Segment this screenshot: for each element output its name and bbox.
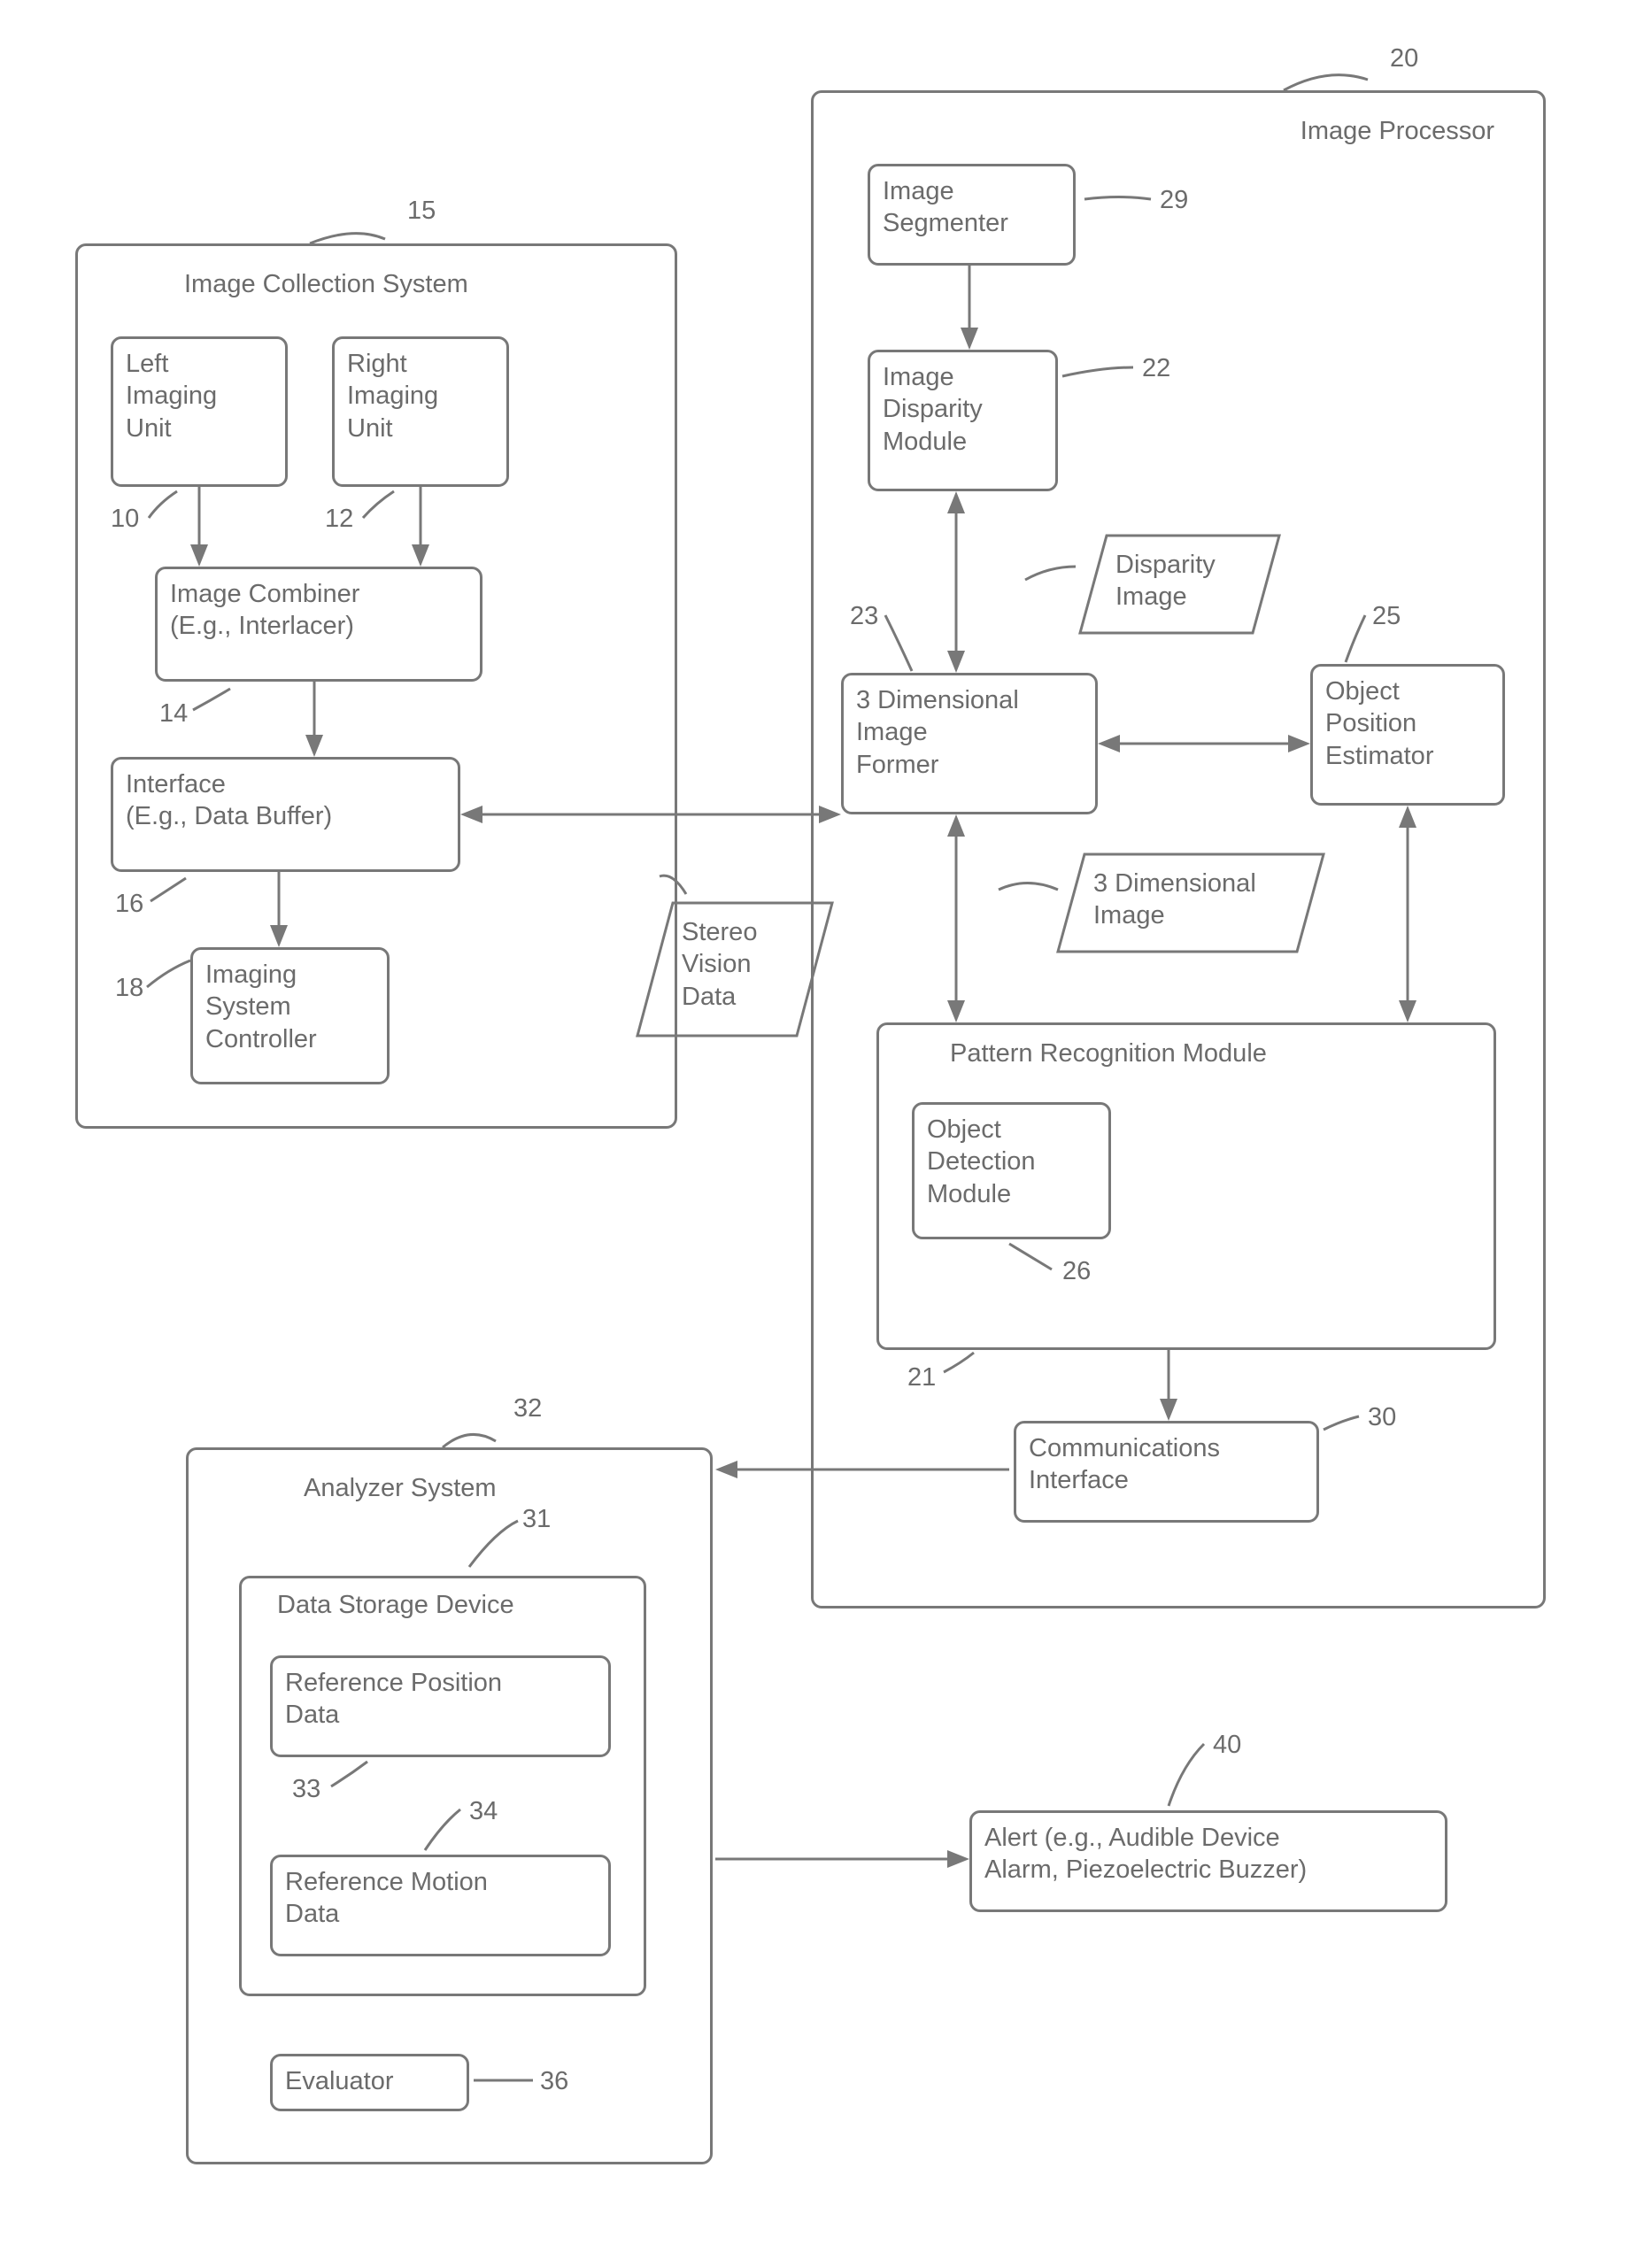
as-title: Analyzer System	[304, 1472, 497, 1504]
object-position-estimator: ObjectPositionEstimator	[1310, 664, 1505, 806]
ip-title: Image Processor	[1301, 115, 1494, 147]
odm-ref: 26	[1062, 1257, 1091, 1286]
interface-box: Interface(E.g., Data Buffer)	[111, 757, 460, 872]
alert-ref: 40	[1213, 1731, 1241, 1760]
left-imaging-unit: LeftImagingUnit	[111, 336, 288, 487]
estimator-ref: 25	[1372, 602, 1401, 631]
imaging-system-controller: ImagingSystemController	[190, 947, 390, 1084]
image-disparity-module: ImageDisparityModule	[868, 350, 1058, 491]
interface-ref: 16	[115, 890, 143, 919]
left-unit-ref: 10	[111, 505, 139, 534]
communications-interface: CommunicationsInterface	[1014, 1421, 1319, 1523]
prm-ref: 21	[907, 1363, 936, 1392]
disparity-ref: 22	[1142, 354, 1170, 383]
segmenter-ref: 29	[1160, 186, 1188, 215]
ics-ref: 15	[407, 197, 436, 226]
as-ref: 32	[513, 1394, 542, 1423]
three-d-image-former: 3 DimensionalImageFormer	[841, 673, 1098, 814]
former-ref: 23	[850, 602, 878, 631]
dimg-label: DisparityImage	[1115, 549, 1216, 613]
image-segmenter: ImageSegmenter	[868, 164, 1076, 266]
reference-position-data: Reference PositionData	[270, 1655, 611, 1757]
evaluator-ref: 36	[540, 2067, 568, 2096]
ip-ref: 20	[1390, 44, 1418, 73]
timg-label: 3 DimensionalImage	[1093, 868, 1256, 932]
is-ctrl-ref: 18	[115, 974, 143, 1003]
right-unit-ref: 12	[325, 505, 353, 534]
combiner-ref: 14	[159, 699, 188, 729]
dsd-ref: 31	[522, 1505, 551, 1534]
alert-box: Alert (e.g., Audible DeviceAlarm, Piezoe…	[969, 1810, 1447, 1912]
rmd-ref: 34	[469, 1797, 498, 1826]
ics-title: Image Collection System	[184, 268, 468, 300]
rpd-ref: 33	[292, 1775, 320, 1804]
svd-label: StereoVisionData	[682, 916, 757, 1013]
object-detection-module: ObjectDetectionModule	[912, 1102, 1111, 1239]
evaluator: Evaluator	[270, 2054, 469, 2111]
image-combiner: Image Combiner(E.g., Interlacer)	[155, 567, 482, 682]
comm-ref: 30	[1368, 1403, 1396, 1432]
diagram-canvas: 11 Image Collection System 15 Image Proc…	[0, 0, 1644, 2268]
right-imaging-unit: RightImagingUnit	[332, 336, 509, 487]
reference-motion-data: Reference MotionData	[270, 1855, 611, 1956]
